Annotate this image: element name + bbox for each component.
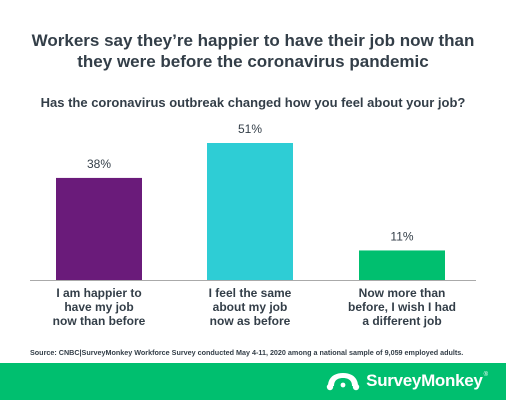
- value-label-3: 11%: [390, 229, 413, 243]
- category-label-2: I feel the same about my job now as before: [180, 286, 320, 328]
- category-label-1-line-2: have my job: [64, 300, 134, 314]
- value-label-1: 38%: [87, 157, 111, 171]
- category-label-3-line-3: a different job: [362, 314, 442, 328]
- chart-title-line-1: Workers say they’re happier to have thei…: [31, 31, 475, 50]
- category-label-2-line-3: now as before: [209, 314, 291, 328]
- category-label-1-line-1: I am happier to: [56, 286, 142, 300]
- surveymonkey-logo-icon: [326, 373, 360, 391]
- chart-subtitle: Has the coronavirus outbreak changed how…: [40, 95, 466, 110]
- category-label-3-line-1: Now more than: [358, 286, 446, 300]
- brand-trademark: ®: [483, 372, 488, 378]
- bar-3: [359, 250, 445, 280]
- brand-name: SurveyMonkey: [366, 371, 483, 390]
- bar-2: [207, 143, 293, 280]
- category-label-3: Now more than before, I wish I had a diffe…: [332, 286, 472, 328]
- footer-bar: SurveyMonkey ®: [0, 363, 506, 400]
- bar-1: [56, 177, 142, 280]
- brand-logo[interactable]: SurveyMonkey ®: [326, 369, 488, 393]
- category-label-1-line-3: now than before: [52, 314, 146, 328]
- category-label-3-line-2: before, I wish I had: [347, 300, 457, 314]
- chart-title-line-2: they were before the coronavirus pandemi…: [77, 52, 429, 71]
- category-label-2-line-1: I feel the same: [208, 286, 292, 300]
- value-label-2: 51%: [238, 122, 262, 136]
- source-note: Source: CNBC|SurveyMonkey Workforce Surv…: [30, 348, 464, 357]
- category-label-1: I am happier to have my job now than befor…: [29, 286, 169, 328]
- bar-chart: 38% 51% 11%: [30, 122, 476, 281]
- category-label-2-line-2: about my job: [212, 300, 288, 314]
- chart-title: Workers say they’re happier to have thei…: [20, 30, 486, 72]
